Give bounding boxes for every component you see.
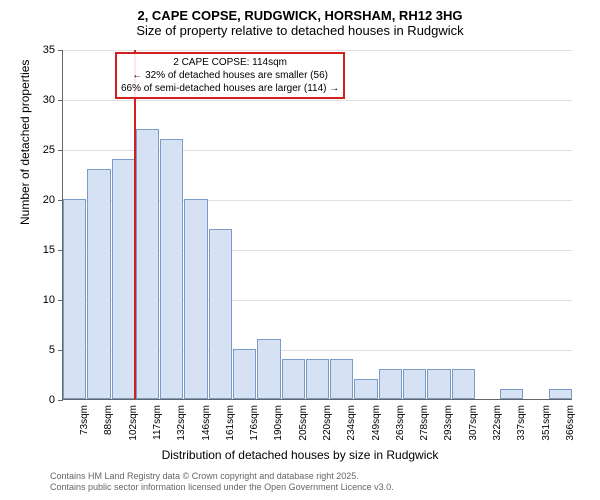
y-axis-label: Number of detached properties xyxy=(18,60,32,225)
histogram-bar xyxy=(257,339,280,399)
histogram-bar xyxy=(379,369,402,399)
annotation-box: 2 CAPE COPSE: 114sqm← 32% of detached ho… xyxy=(115,52,345,99)
x-axis-label: Distribution of detached houses by size … xyxy=(0,448,600,462)
histogram-bar xyxy=(136,129,159,399)
histogram-bar xyxy=(403,369,426,399)
histogram-bar xyxy=(549,389,572,399)
y-tick-label: 5 xyxy=(49,344,55,356)
histogram-bar xyxy=(354,379,377,399)
x-tick-label: 102sqm xyxy=(128,405,139,441)
y-tick xyxy=(58,50,63,51)
annotation-line1: 2 CAPE COPSE: 114sqm xyxy=(121,56,339,69)
y-tick-label: 10 xyxy=(43,294,55,306)
histogram-bar xyxy=(184,199,207,399)
y-tick-label: 25 xyxy=(43,144,55,156)
gridline xyxy=(63,50,572,51)
y-tick xyxy=(58,100,63,101)
chart-subtitle: Size of property relative to detached ho… xyxy=(0,23,600,38)
annotation-line3: 66% of semi-detached houses are larger (… xyxy=(121,82,339,95)
chart-plot-area: 0510152025303573sqm88sqm102sqm117sqm132s… xyxy=(62,50,572,400)
histogram-bar xyxy=(112,159,135,399)
histogram-bar xyxy=(330,359,353,399)
attribution-text: Contains HM Land Registry data © Crown c… xyxy=(50,471,394,494)
y-tick xyxy=(58,400,63,401)
y-tick-label: 15 xyxy=(43,244,55,256)
y-tick xyxy=(58,150,63,151)
histogram-bar xyxy=(209,229,232,399)
histogram-bar xyxy=(282,359,305,399)
x-tick-label: 322sqm xyxy=(492,405,503,441)
chart-title-address: 2, CAPE COPSE, RUDGWICK, HORSHAM, RH12 3… xyxy=(0,8,600,23)
histogram-bar xyxy=(500,389,523,399)
histogram-bar xyxy=(87,169,110,399)
x-tick-label: 73sqm xyxy=(79,405,90,435)
x-tick-label: 234sqm xyxy=(346,405,357,441)
histogram-bar xyxy=(63,199,86,399)
x-tick-label: 337sqm xyxy=(516,405,527,441)
histogram-bar xyxy=(452,369,475,399)
y-tick-label: 35 xyxy=(43,44,55,56)
x-tick-label: 351sqm xyxy=(541,405,552,441)
x-tick-label: 307sqm xyxy=(468,405,479,441)
x-tick-label: 132sqm xyxy=(176,405,187,441)
x-tick-label: 293sqm xyxy=(443,405,454,441)
annotation-line2: ← 32% of detached houses are smaller (56… xyxy=(121,69,339,82)
x-tick-label: 249sqm xyxy=(371,405,382,441)
histogram-bar xyxy=(306,359,329,399)
x-tick-label: 161sqm xyxy=(225,405,236,441)
x-tick-label: 278sqm xyxy=(419,405,430,441)
y-tick-label: 0 xyxy=(49,394,55,406)
x-tick-label: 205sqm xyxy=(298,405,309,441)
x-tick-label: 263sqm xyxy=(395,405,406,441)
histogram-bar xyxy=(427,369,450,399)
x-tick-label: 117sqm xyxy=(152,405,163,440)
x-tick-label: 366sqm xyxy=(565,405,576,441)
x-tick-label: 220sqm xyxy=(322,405,333,441)
y-tick-label: 20 xyxy=(43,194,55,206)
x-tick-label: 146sqm xyxy=(201,405,212,441)
x-tick-label: 176sqm xyxy=(249,405,260,441)
x-tick-label: 190sqm xyxy=(273,405,284,441)
x-tick-label: 88sqm xyxy=(103,405,114,435)
attribution-line1: Contains HM Land Registry data © Crown c… xyxy=(50,471,394,483)
attribution-line2: Contains public sector information licen… xyxy=(50,482,394,494)
histogram-bar xyxy=(160,139,183,399)
reference-line xyxy=(134,50,136,399)
gridline xyxy=(63,100,572,101)
y-tick-label: 30 xyxy=(43,94,55,106)
histogram-bar xyxy=(233,349,256,399)
